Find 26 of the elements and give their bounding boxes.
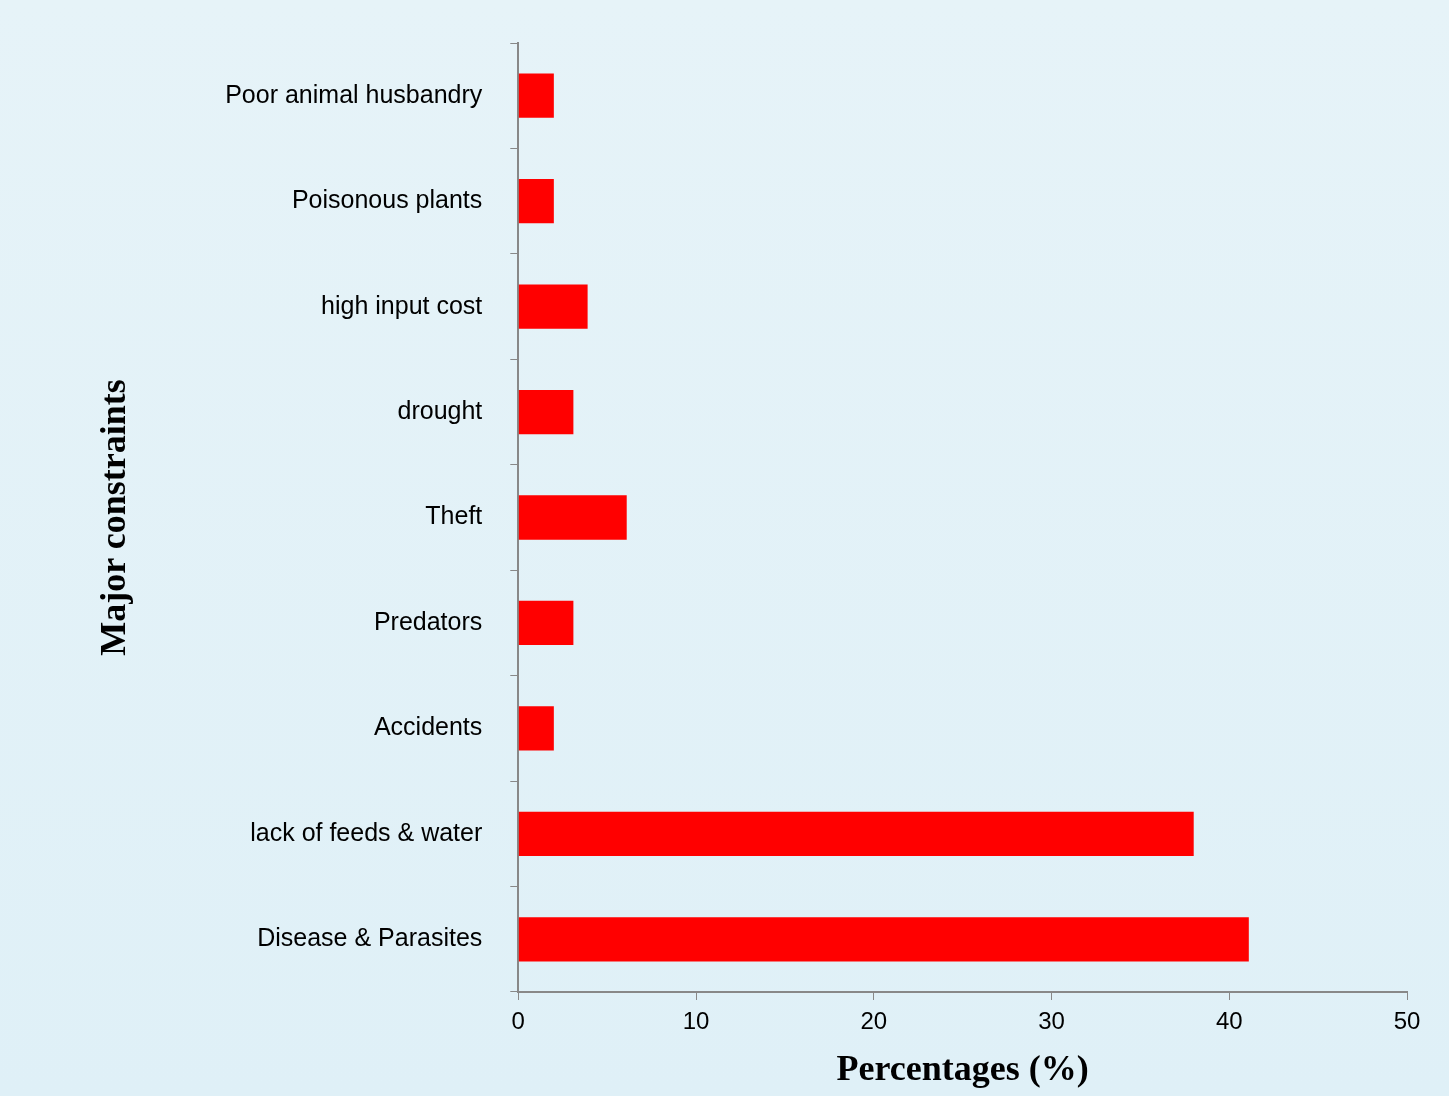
- bar: [518, 389, 574, 435]
- x-tick-label: 0: [511, 1007, 525, 1035]
- y-tick-label: lack of feeds & water: [250, 817, 483, 846]
- x-tick-label: 30: [1038, 1007, 1065, 1035]
- bar: [518, 284, 588, 329]
- x-tick-label: 50: [1393, 1007, 1421, 1035]
- bar: [518, 179, 554, 224]
- x-tick-label: 10: [682, 1007, 710, 1035]
- bar: [518, 600, 574, 646]
- y-axis-title: Major constraints: [92, 379, 133, 656]
- y-tick-label: drought: [397, 395, 483, 424]
- bar: [518, 706, 554, 751]
- x-tick-label: 20: [860, 1007, 888, 1035]
- bar: [518, 495, 627, 540]
- y-tick-label: Accidents: [373, 712, 483, 741]
- x-tick-label: 40: [1215, 1007, 1243, 1035]
- y-tick-label: Poor animal husbandry: [225, 79, 483, 108]
- y-tick-label: Predators: [373, 606, 483, 635]
- bar: [518, 73, 554, 118]
- y-tick-label: Poisonous plants: [291, 185, 483, 214]
- y-tick-label: high input cost: [321, 290, 483, 319]
- bar: [518, 917, 1249, 962]
- y-tick-label: Theft: [425, 501, 483, 530]
- y-tick-label: Disease & Parasites: [257, 923, 483, 952]
- x-axis-title: Percentages (%): [836, 1047, 1089, 1088]
- bar: [518, 811, 1194, 856]
